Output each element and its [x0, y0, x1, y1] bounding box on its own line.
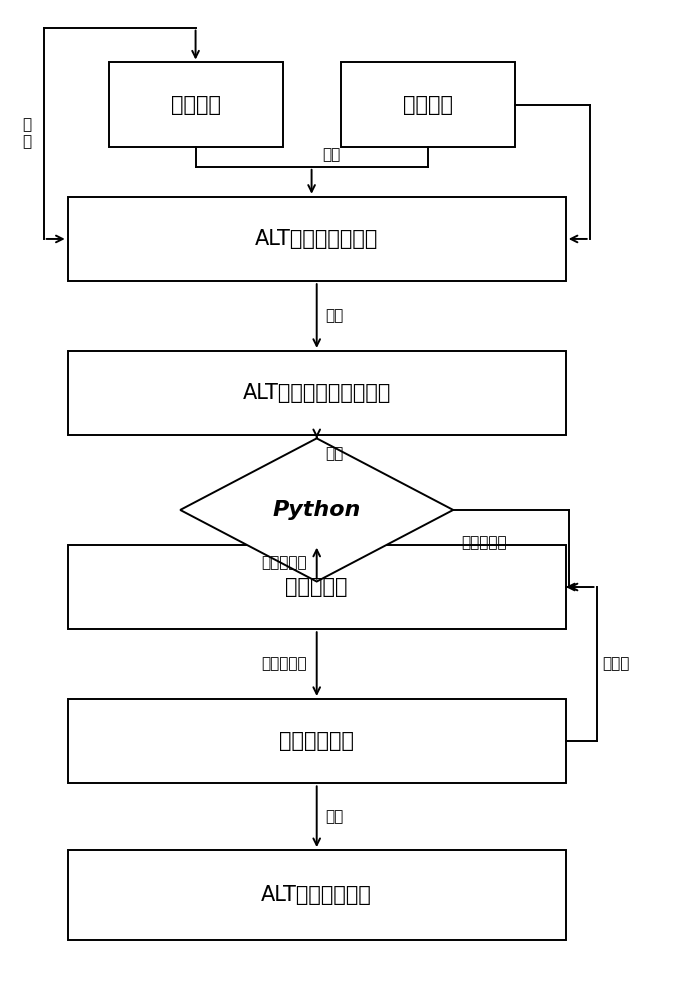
Text: 转换: 转换 [325, 309, 343, 324]
FancyBboxPatch shape [67, 197, 566, 281]
Text: 现有资料: 现有资料 [402, 95, 453, 115]
Text: 合格: 合格 [325, 809, 343, 824]
Text: 识别并排序: 识别并排序 [261, 556, 306, 571]
Text: ALT主要影响因素: ALT主要影响因素 [261, 885, 372, 905]
Text: ALT影响因素资料库: ALT影响因素资料库 [255, 229, 378, 249]
Text: 网络资料: 网络资料 [171, 95, 221, 115]
FancyBboxPatch shape [67, 850, 566, 940]
Text: ALT影响因素文本信息库: ALT影响因素文本信息库 [242, 383, 391, 403]
Text: 爬
取: 爬 取 [22, 117, 31, 149]
FancyBboxPatch shape [67, 545, 566, 629]
FancyBboxPatch shape [109, 62, 283, 147]
Text: 存入: 存入 [322, 147, 340, 162]
FancyBboxPatch shape [67, 699, 566, 783]
Text: 因素检验分析: 因素检验分析 [279, 731, 354, 751]
FancyBboxPatch shape [67, 351, 566, 435]
Text: Python: Python [272, 500, 361, 520]
Polygon shape [180, 438, 453, 582]
Text: 删除无关词: 删除无关词 [261, 657, 306, 672]
Text: 不合格: 不合格 [602, 657, 630, 672]
Text: 合并同义词: 合并同义词 [462, 535, 507, 550]
Text: 输入: 输入 [325, 446, 343, 461]
FancyBboxPatch shape [341, 62, 515, 147]
Text: 高频关键词: 高频关键词 [286, 577, 348, 597]
